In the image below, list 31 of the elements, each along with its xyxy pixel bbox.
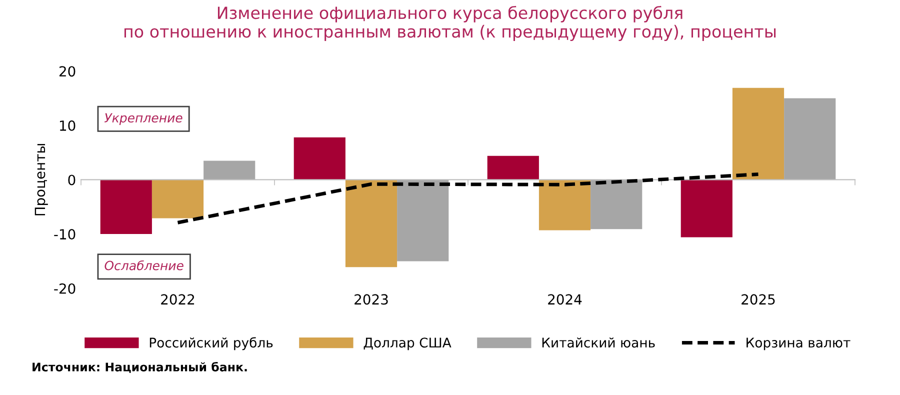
- bar: [100, 180, 152, 234]
- y-tick-label: 20: [59, 66, 76, 77]
- chart-title: Изменение официального курса белорусского рубля по отношению к иностранным валютам (к предыдущему году), проценты: [124, 6, 776, 41]
- x-tick-label: 2025: [742, 294, 775, 305]
- bar: [204, 160, 256, 180]
- annotation: Укрепление: [104, 113, 182, 125]
- bar: [590, 180, 642, 230]
- bar: [538, 180, 591, 230]
- bar: [487, 156, 539, 180]
- text: Источник: Национальный банк.: [32, 362, 247, 373]
- x-tick-label: 2022: [161, 294, 194, 305]
- y-tick-label: -20: [54, 283, 76, 294]
- line-series: [176, 172, 760, 224]
- legend-label: Доллар США: [364, 338, 452, 350]
- y-tick-label: -10: [54, 229, 76, 240]
- bar: [732, 88, 784, 180]
- y-axis-title: Проценты: [34, 144, 48, 216]
- legend-label: Китайский юань: [542, 337, 655, 348]
- legend-label: Корзина валют: [746, 338, 850, 350]
- x-tick-label: 2023: [354, 294, 388, 305]
- annotation: Ослабление: [104, 260, 184, 270]
- bar: [784, 98, 836, 180]
- bar: [345, 180, 398, 268]
- y-tick-label: 0: [68, 174, 76, 186]
- bar: [397, 180, 449, 262]
- y-tick-label: 10: [60, 120, 76, 131]
- bar: [152, 180, 204, 218]
- legend-label: Российский рубль: [150, 337, 273, 350]
- x-tick-label: 2024: [548, 294, 582, 305]
- bar: [680, 180, 732, 238]
- bar: [294, 137, 346, 180]
